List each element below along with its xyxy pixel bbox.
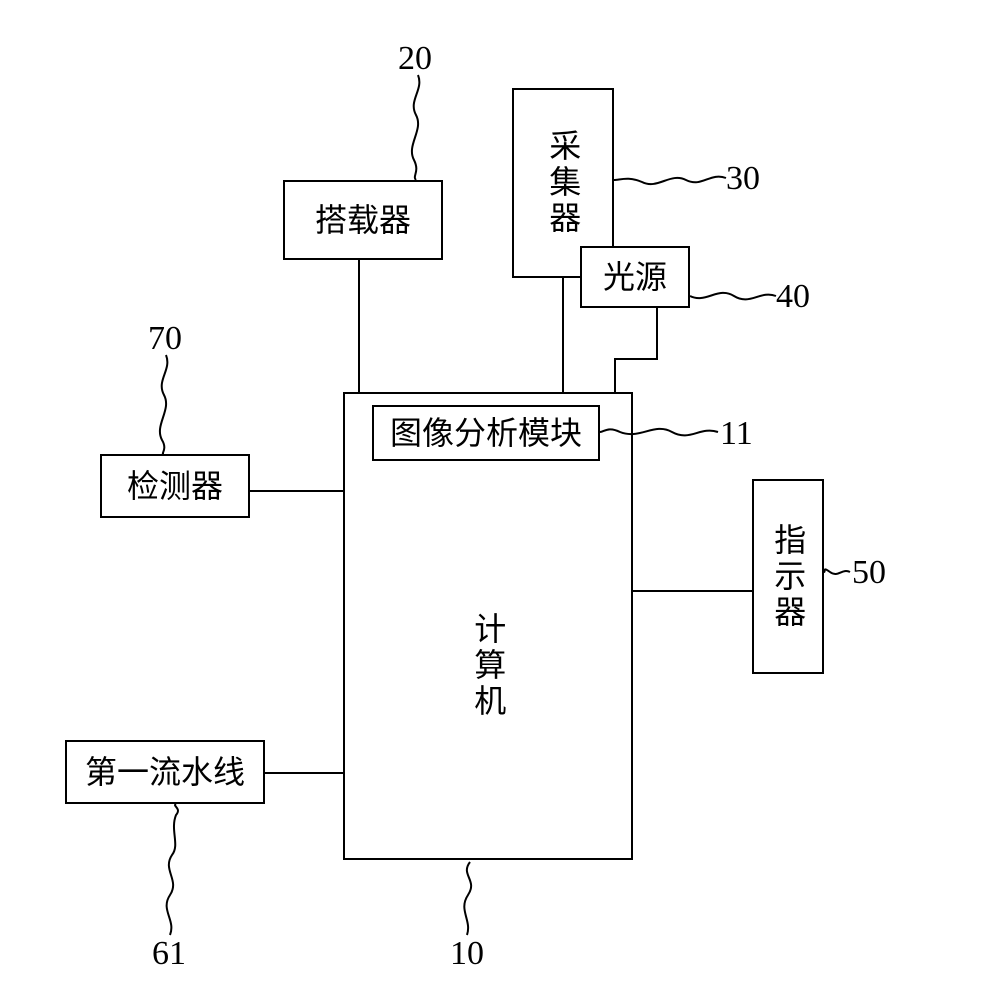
squiggle-lines (0, 0, 991, 1000)
